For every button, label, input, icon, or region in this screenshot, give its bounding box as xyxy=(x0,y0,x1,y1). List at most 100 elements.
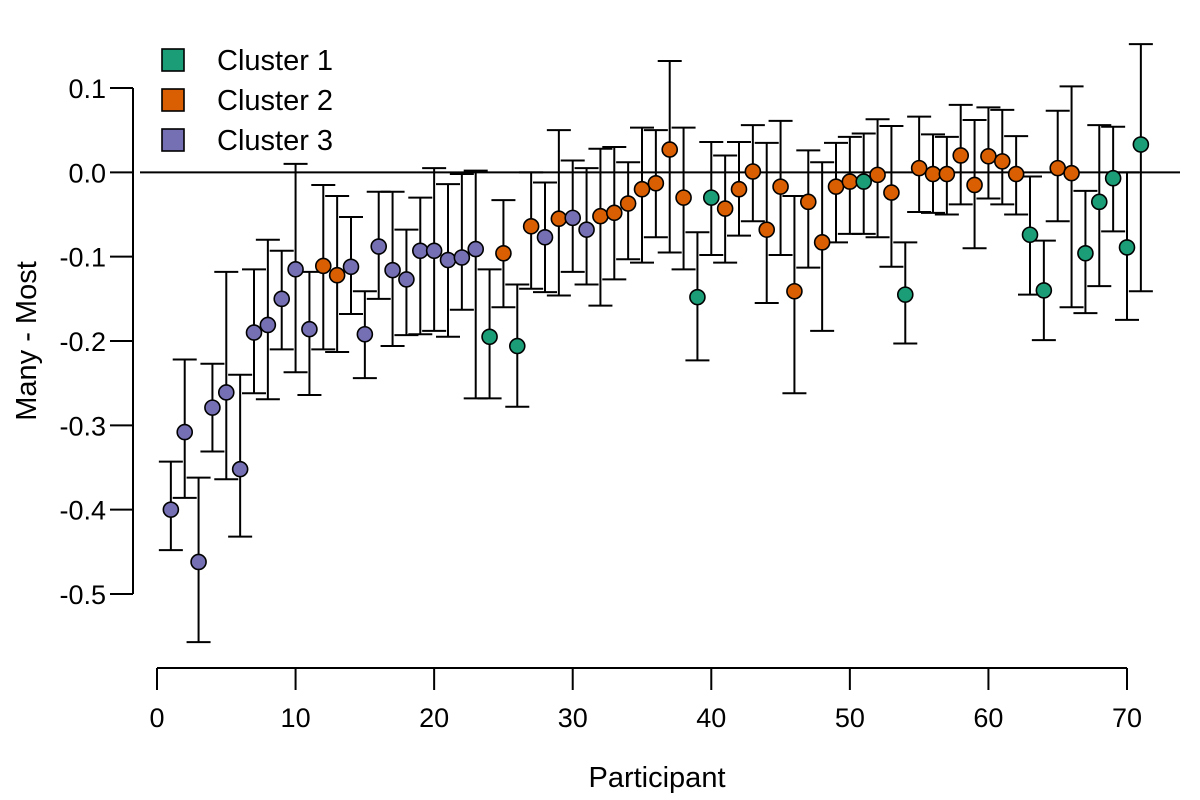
errorbar xyxy=(463,169,488,400)
data-point xyxy=(287,261,304,278)
data-point xyxy=(1049,159,1067,177)
data-point xyxy=(758,221,776,238)
data-point xyxy=(231,460,249,478)
data-point xyxy=(633,180,651,198)
legend-label: Cluster 3 xyxy=(217,125,333,157)
data-point xyxy=(370,238,388,255)
data-point xyxy=(522,218,540,235)
data-point xyxy=(301,320,318,338)
data-point xyxy=(827,178,845,195)
data-point xyxy=(1132,136,1150,153)
legend-swatch xyxy=(161,128,185,152)
data-point xyxy=(356,325,374,343)
legend-label: Cluster 1 xyxy=(217,45,333,77)
data-point xyxy=(744,163,762,180)
x-tick-label: 10 xyxy=(281,703,311,733)
data-point xyxy=(1021,226,1039,244)
errorbar xyxy=(1128,43,1153,293)
data-point xyxy=(841,173,859,190)
y-axis-label: Many - Most xyxy=(11,261,43,421)
data-point xyxy=(342,258,360,276)
data-point xyxy=(730,180,748,198)
legend: Cluster 1 Cluster 2 Cluster 3 xyxy=(161,45,333,157)
data-point xyxy=(508,337,526,355)
data-point xyxy=(259,316,277,334)
errorbar xyxy=(408,196,433,336)
data-point xyxy=(813,234,831,251)
y-tick-label: 0.1 xyxy=(68,74,106,104)
data-point xyxy=(564,209,582,227)
x-tick-label: 50 xyxy=(835,703,865,733)
data-point xyxy=(799,193,817,211)
x-tick-label: 70 xyxy=(1112,703,1142,733)
data-point xyxy=(204,399,221,416)
data-point xyxy=(689,288,706,306)
data-point xyxy=(883,184,900,201)
data-point xyxy=(314,257,332,275)
data-point xyxy=(647,174,665,192)
data-point xyxy=(592,207,609,225)
data-point xyxy=(1035,282,1053,299)
x-tick-label: 30 xyxy=(558,703,588,733)
data-point xyxy=(162,501,180,518)
data-point xyxy=(328,266,346,284)
data-point xyxy=(1077,244,1094,262)
data-point xyxy=(786,282,803,300)
data-point xyxy=(966,176,983,194)
data-point xyxy=(938,165,956,183)
x-axis-label: Participant xyxy=(588,762,725,794)
errorbar xyxy=(449,173,474,311)
data-point xyxy=(896,286,914,303)
x-tick-label: 20 xyxy=(419,703,449,733)
data-point xyxy=(855,173,873,190)
legend-item: Cluster 1 xyxy=(161,45,333,77)
data-point xyxy=(245,324,263,341)
data-point xyxy=(273,290,291,308)
legend-label: Cluster 2 xyxy=(217,85,333,117)
y-tick-label: -0.5 xyxy=(59,580,106,610)
data-point xyxy=(398,271,415,288)
y-tick-label: -0.2 xyxy=(59,327,106,357)
y-tick-label: -0.4 xyxy=(59,496,106,526)
data-point xyxy=(869,166,886,184)
data-point xyxy=(1007,165,1025,183)
x-tick-label: 40 xyxy=(696,703,726,733)
data-point xyxy=(453,249,471,266)
data-point xyxy=(619,195,637,212)
data-point xyxy=(439,251,457,269)
data-point xyxy=(1063,164,1080,182)
data-point xyxy=(1118,239,1136,256)
data-point xyxy=(702,189,720,206)
y-tick-label: -0.1 xyxy=(59,243,106,273)
data-point xyxy=(910,159,928,177)
data-point xyxy=(1090,193,1108,211)
data-point xyxy=(550,210,568,228)
data-point xyxy=(495,244,512,262)
data-point xyxy=(952,147,970,164)
x-tick-label: 60 xyxy=(973,703,1003,733)
data-point xyxy=(675,189,692,206)
data-point xyxy=(467,240,485,258)
legend-swatch xyxy=(161,88,185,112)
legend-item: Cluster 3 xyxy=(161,125,333,157)
data-point xyxy=(536,228,554,246)
errorbar xyxy=(228,373,253,538)
data-point xyxy=(425,242,443,260)
legend-item: Cluster 2 xyxy=(161,85,333,117)
data-point xyxy=(481,328,498,346)
errorbar xyxy=(214,270,239,481)
data-point xyxy=(993,153,1011,170)
errorbar xyxy=(1059,85,1084,309)
data-point xyxy=(176,423,194,441)
data-point xyxy=(924,165,942,183)
data-point xyxy=(578,221,595,238)
x-tick-label: 0 xyxy=(149,703,164,733)
data-point xyxy=(661,141,679,158)
data-point xyxy=(190,553,207,571)
legend-swatch xyxy=(161,48,185,72)
y-tick-label: 0.0 xyxy=(68,158,106,188)
data-point xyxy=(384,261,401,279)
data-point xyxy=(217,384,235,401)
data-point xyxy=(605,204,623,222)
